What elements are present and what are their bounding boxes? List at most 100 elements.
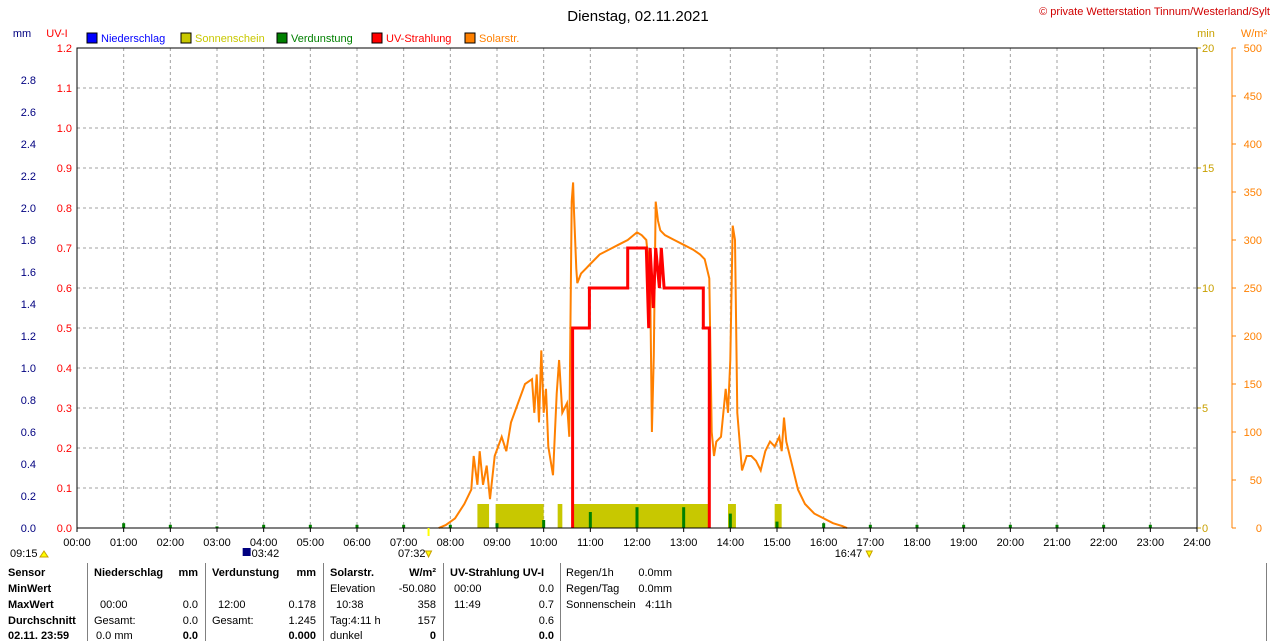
x-tick-label: 01:00 [110,537,138,549]
uv-tick-label: 0.7 [57,243,72,255]
chart-title: Dienstag, 02.11.2021 [567,8,709,25]
min-tick-label: 0 [1202,523,1208,535]
niederschlag-total-label: Gesamt: [94,615,136,627]
evaporation-bar [1008,524,1012,528]
evaporation-bar [262,524,266,528]
x-axis-labels: 00:00 01:00 02:00 03:00 04:00 05:00 06:00 07:00… [63,528,1211,549]
mm-axis-unit: mm [13,28,31,40]
x-tick-label: 23:00 [1137,537,1165,549]
uv-tick-label: 0.3 [57,403,72,415]
wm2-tick-label: 100 [1244,427,1262,439]
mm-tick-label: 2.6 [21,107,36,119]
legend-swatch-1 [180,32,192,44]
solar-avg-value: 157 [417,615,436,627]
x-tick-label: 04:00 [250,537,278,549]
solar-series-line [438,182,848,529]
uv-min-time: 00:00 [454,583,482,595]
x-tick-label: 13:00 [670,537,698,549]
min-row-label: MinWert [8,583,52,595]
wm2-tick-label: 300 [1244,235,1262,247]
x-tick-label: 18:00 [903,537,931,549]
evaporation-bar [168,524,172,528]
mm-tick-label: 1.2 [21,331,36,343]
uv-min-value: 0.0 [538,583,554,595]
uv-tick-label: 1.2 [57,43,72,55]
sunshine-bar [774,504,782,528]
uv-avg-value: 0.6 [538,615,554,627]
min-tick-label: 10 [1202,283,1214,295]
regen-tag-value: 0.0mm [638,583,672,595]
verdunstung-unit: mm [296,567,316,579]
max-row-label: MaxWert [8,599,54,611]
legend: Niederschlag Sonnenschein Verdunstung UV-St… [86,32,519,45]
x-tick-label: 12:00 [623,537,651,549]
uv-max-time: 11:49 [454,599,481,611]
wm2-tick-label: 200 [1244,331,1262,343]
min-tick-label: 20 [1202,43,1214,55]
mm-tick-label: 2.8 [21,75,36,87]
evaporation-bar [588,512,592,528]
copyright-text: © private Wetterstation Tinnum/Westerlan… [1039,6,1270,18]
wm2-tick-label: 0 [1256,523,1262,535]
wm2-tick-label: 250 [1244,283,1262,295]
mm-tick-label: 2.0 [21,203,36,215]
uv-tick-label: 0.0 [57,523,72,535]
regen-tag-label: Regen/Tag [566,583,620,595]
mm-tick-label: 0.4 [21,459,36,471]
weather-chart: Dienstag, 02.11.2021 © private Wettersta… [10,6,1270,560]
axis-ticks: 0.0 0.2 0.4 0.6 0.8 1.0 1.2 1.4 1.6 1.8 2.0 2.2 2.4 2… [21,43,1262,535]
uv-tick-label: 0.4 [57,363,72,375]
sunrise-icon [424,550,433,559]
evaporation-bar [682,507,686,528]
avg-row-label: Durchschnitt [8,615,76,627]
solar-elevation-label: Elevation [330,583,376,595]
x-tick-label: 20:00 [997,537,1025,549]
evaporation-bar [1055,524,1059,528]
min-axis-unit: min [1197,28,1215,40]
wm2-tick-label: 400 [1244,139,1262,151]
wm2-tick-label: 150 [1244,379,1262,391]
evaporation-bar [915,524,919,528]
uv-tick-label: 0.8 [57,203,72,215]
niederschlag-unit: mm [178,567,198,579]
x-tick-label: 02:00 [157,537,185,549]
sunshine-bar [728,504,736,528]
x-tick-label: 21:00 [1043,537,1071,549]
moonrise-label: 03:42 [252,548,280,560]
wm2-tick-label: 350 [1244,187,1262,199]
evaporation-bar [775,521,779,528]
niederschlag-current-value: 0.0 [182,630,198,642]
evaporation-bar [402,524,406,528]
uv-tick-label: 0.6 [57,283,72,295]
x-tick-label: 06:00 [343,537,371,549]
verdunstung-max-time: 12:00 [218,599,246,611]
uv-tick-label: 0.1 [57,483,72,495]
legend-swatch-3 [371,32,383,44]
evaporation-bar [355,524,359,528]
min-tick-label: 15 [1202,163,1214,175]
x-tick-label: 10:00 [530,537,558,549]
verdunstung-header: Verdunstung [212,567,280,579]
evaporation-bars [122,507,1152,528]
mm-tick-label: 0.8 [21,395,36,407]
legend-label-2: Verdunstung [291,33,353,45]
wm2-axis-unit: W/m² [1241,28,1268,40]
sunshine-bar [495,504,544,528]
uv-tick-label: 1.1 [57,83,72,95]
sunset-label: 16:47 [835,548,863,560]
evaporation-bar [635,507,639,528]
x-tick-label: 24:00 [1183,537,1211,549]
evaporation-bar [1102,524,1106,528]
legend-swatch-0 [86,32,98,44]
mm-tick-label: 1.0 [21,363,36,375]
niederschlag-current: 0.0 mm [96,630,133,642]
legend-swatch-4 [464,32,476,44]
wm2-tick-label: 50 [1250,475,1262,487]
legend-label-1: Sonnenschein [195,33,265,45]
niederschlag-total-value: 0.0 [182,615,198,627]
evaporation-bar [868,524,872,528]
solar-dark-label: dunkel [330,630,363,642]
uv-series-line [571,246,711,528]
verdunstung-total-label: Gesamt: [212,615,254,627]
wm2-tick-label: 500 [1244,43,1262,55]
